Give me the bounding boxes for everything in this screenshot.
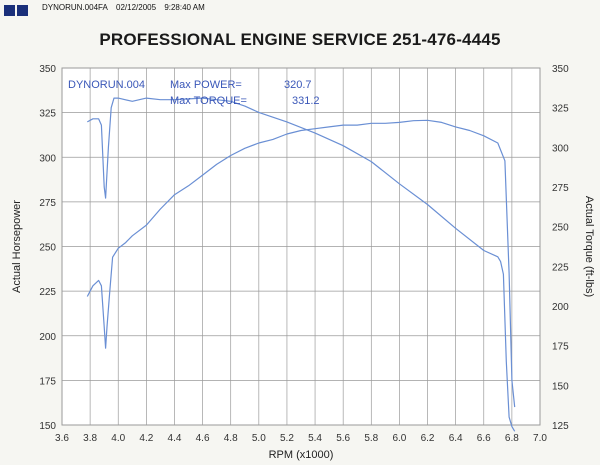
y-tick-label-left: 175	[39, 376, 56, 387]
annotation-max-torque-label: Max TORQUE=	[170, 95, 247, 107]
y-tick-label-left: 150	[39, 421, 56, 432]
y-tick-label-left: 325	[39, 109, 56, 120]
y-tick-label-left: 200	[39, 332, 56, 343]
y-tick-label-left: 225	[39, 287, 56, 298]
x-tick-label: 4.8	[224, 433, 238, 444]
report-header: DYNORUN.004FA 02/12/2005 9:28:40 AM	[0, 0, 600, 18]
y-tick-label-right: 125	[552, 421, 569, 432]
y-axis-label-left: Actual Horsepower	[11, 200, 23, 293]
horsepower-curve	[86, 119, 516, 408]
report-header-text: DYNORUN.004FA 02/12/2005 9:28:40 AM	[42, 3, 211, 12]
header-time: 9:28:40 AM	[164, 3, 205, 12]
x-tick-label: 4.4	[168, 433, 182, 444]
y-tick-label-right: 175	[552, 342, 569, 353]
x-tick-label: 6.6	[477, 433, 491, 444]
annotation-run: DYNORUN.004	[68, 79, 145, 91]
x-tick-label: 4.2	[139, 433, 153, 444]
x-tick-label: 4.6	[196, 433, 210, 444]
y-tick-label-right: 300	[552, 143, 569, 154]
torque-curve	[87, 97, 516, 432]
y-tick-label-right: 350	[552, 64, 569, 75]
y-tick-label-left: 275	[39, 198, 56, 209]
logo-squares-icon	[4, 3, 30, 21]
x-tick-label: 5.6	[336, 433, 350, 444]
y-tick-label-right: 325	[552, 104, 569, 115]
y-tick-label-left: 350	[39, 64, 56, 75]
y-tick-label-right: 200	[552, 302, 569, 313]
y-tick-label-right: 250	[552, 223, 569, 234]
chart-title: PROFESSIONAL ENGINE SERVICE 251-476-4445	[99, 30, 501, 49]
y-axis-label-right: Actual Torque (ft-lbs)	[583, 196, 595, 297]
x-axis-label: RPM (x1000)	[269, 449, 334, 461]
x-tick-label: 7.0	[533, 433, 547, 444]
curves	[86, 97, 516, 432]
header-filename: DYNORUN.004FA	[42, 3, 108, 12]
tick-labels: 3.6 3.8 4.0 4.2 4.4 4.6 4.8 5.0 5.2 5.4 5.6 5.8 6.0 6…	[39, 64, 569, 444]
x-tick-label: 6.0	[392, 433, 406, 444]
y-tick-label-left: 300	[39, 153, 56, 164]
annotation-max-power-label: Max POWER=	[170, 79, 242, 91]
y-tick-label-left: 250	[39, 243, 56, 254]
x-tick-label: 5.0	[252, 433, 266, 444]
x-tick-label: 6.8	[505, 433, 519, 444]
x-tick-label: 6.2	[421, 433, 435, 444]
y-tick-label-right: 225	[552, 262, 569, 273]
y-tick-label-right: 150	[552, 381, 569, 392]
x-tick-label: 3.8	[83, 433, 97, 444]
y-tick-label-right: 275	[552, 183, 569, 194]
x-tick-label: 5.4	[308, 433, 322, 444]
x-tick-label: 4.0	[111, 433, 125, 444]
annotation-max-power-value: 320.7	[284, 79, 312, 91]
x-tick-label: 5.8	[364, 433, 378, 444]
x-tick-label: 3.6	[55, 433, 69, 444]
x-tick-label: 5.2	[280, 433, 294, 444]
x-tick-label: 6.4	[449, 433, 463, 444]
header-date: 02/12/2005	[116, 3, 157, 12]
annotation-max-torque-value: 331.2	[292, 95, 320, 107]
